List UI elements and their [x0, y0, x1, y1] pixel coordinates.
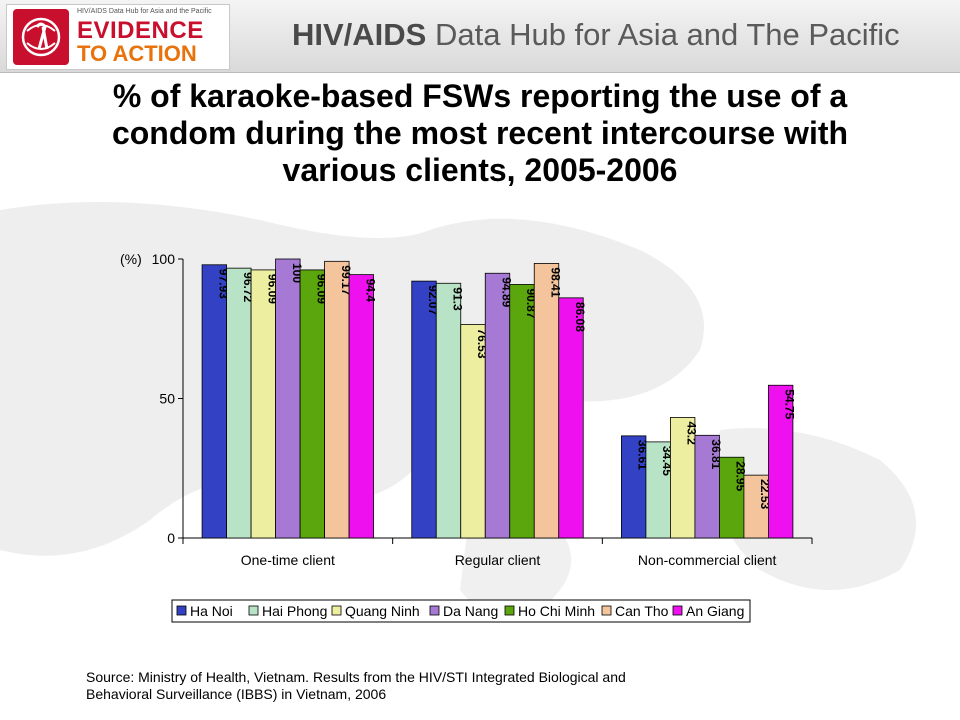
bar — [558, 297, 584, 539]
legend-swatch — [176, 605, 187, 616]
bar — [533, 263, 560, 539]
legend-swatch — [429, 605, 440, 616]
legend-swatch — [331, 605, 342, 616]
bar — [768, 384, 794, 539]
logo-small-text: HIV/AIDS Data Hub for Asia and the Pacif… — [77, 8, 212, 15]
chart-title: % of karaoke-based FSWs reporting the us… — [111, 78, 849, 188]
x-category-label: Non-commercial client — [638, 552, 777, 568]
evidence-to-action-logo[interactable]: HIV/AIDS Data Hub for Asia and the Pacif… — [6, 4, 230, 70]
legend-label: Ho Chi Minh — [518, 603, 595, 619]
logo-to-action-text: TO ACTION — [77, 41, 197, 66]
bar — [411, 280, 437, 539]
x-category-label: One-time client — [241, 552, 335, 568]
bar — [201, 264, 227, 539]
legend-swatch — [248, 605, 259, 616]
legend-label: Ha Noi — [190, 603, 233, 619]
bar — [509, 284, 535, 539]
bar — [324, 260, 350, 539]
bar — [670, 417, 696, 539]
legend-label: Hai Phong — [262, 603, 327, 619]
bar — [435, 282, 462, 539]
hub-title-rest: Data Hub for Asia and The Pacific — [426, 17, 900, 52]
logo-evidence-text: EVIDENCE — [77, 17, 204, 44]
bar — [299, 269, 325, 539]
hub-title: HIV/AIDS Data Hub for Asia and The Pacif… — [292, 16, 900, 54]
source-note: Source: Ministry of Health, Vietnam. Res… — [86, 669, 626, 702]
legend-swatch — [504, 605, 515, 616]
legend-swatch — [672, 605, 683, 616]
bar — [250, 269, 276, 539]
legend-label: Da Nang — [443, 603, 498, 619]
bar-value-label: 94.4 — [363, 279, 377, 303]
bar — [621, 435, 647, 539]
hub-title-bold: HIV/AIDS — [292, 17, 427, 52]
legend-swatch — [601, 605, 612, 616]
bar — [226, 267, 252, 539]
y-tick-label: 0 — [167, 530, 175, 546]
bar — [275, 258, 301, 539]
un-emblem-icon — [13, 9, 69, 65]
legend-label: An Giang — [686, 603, 744, 619]
bar — [484, 272, 511, 539]
bar-value-label: 86.08 — [573, 302, 587, 332]
bar — [743, 474, 769, 539]
header-banner: HIV/AIDS Data Hub for Asia and the Pacif… — [0, 0, 960, 73]
y-tick-label: 100 — [152, 251, 176, 267]
bar — [348, 274, 374, 539]
x-category-label: Regular client — [455, 552, 541, 568]
y-axis-label: (%) — [120, 251, 142, 267]
bar-value-label: 98.41 — [549, 267, 563, 297]
y-tick-label: 50 — [159, 391, 175, 407]
bar — [694, 434, 720, 539]
legend-label: Can Tho — [615, 603, 669, 619]
bar-value-label: 91.3 — [451, 287, 465, 311]
bar — [645, 441, 671, 539]
bar-value-label: 54.75 — [783, 389, 797, 419]
legend-box — [171, 599, 751, 623]
legend-label: Quang Ninh — [345, 603, 420, 619]
